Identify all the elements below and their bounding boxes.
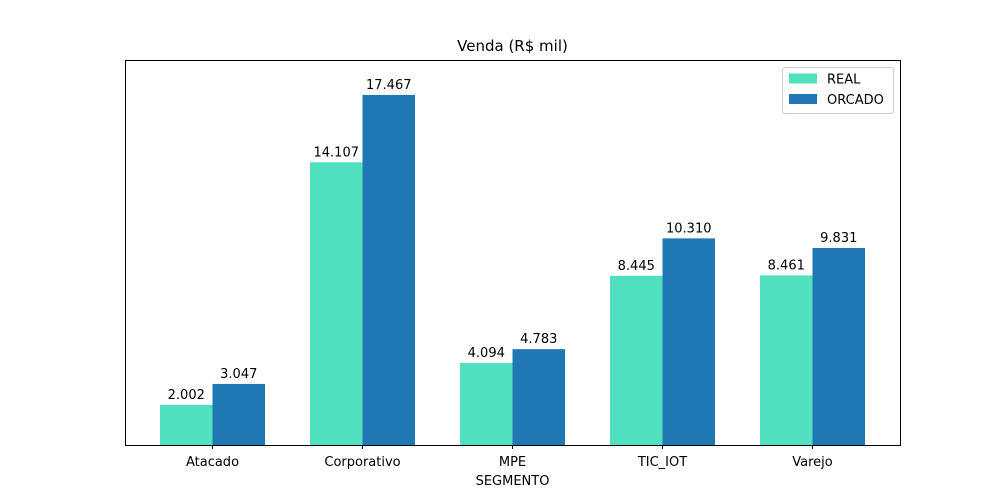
chart-title: Venda (R$ mil) (457, 37, 568, 55)
bar-orcado-corporativo (362, 94, 415, 445)
bars-group: 2.002 3.047 14.107 17.467 4.094 4.783 8.445 10.… (160, 78, 865, 445)
data-label-real-atacado: 2.002 (168, 388, 205, 403)
bar-orcado-atacado (212, 383, 265, 445)
data-label-orcado-corporativo: 17.467 (366, 78, 412, 93)
x-tick-label-corporativo: Corporativo (324, 455, 400, 470)
data-label-orcado-tic_iot: 10.310 (666, 221, 712, 236)
data-label-real-corporativo: 14.107 (314, 145, 360, 160)
bar-orcado-tic_iot (662, 238, 715, 445)
data-label-orcado-mpe: 4.783 (520, 332, 557, 347)
legend-swatch-orcado (789, 94, 817, 104)
x-axis-ticks: Atacado Corporativo MPE TIC_IOT Varejo (186, 445, 833, 470)
x-tick-label-tic_iot: TIC_IOT (637, 455, 687, 470)
x-tick-label-varejo: Varejo (792, 455, 833, 470)
data-label-orcado-varejo: 9.831 (820, 231, 857, 246)
bar-real-varejo (760, 275, 813, 445)
x-axis-label: SEGMENTO (476, 474, 550, 489)
bar-real-atacado (160, 404, 213, 445)
bar-real-tic_iot (610, 275, 663, 445)
bar-real-corporativo (310, 162, 363, 445)
data-label-real-tic_iot: 8.445 (618, 259, 655, 274)
bar-orcado-mpe (512, 349, 565, 445)
x-tick-label-mpe: MPE (499, 455, 526, 470)
x-tick-label-atacado: Atacado (186, 455, 239, 470)
legend-swatch-real (789, 73, 817, 84)
legend: REAL ORCADO (782, 67, 894, 114)
data-label-real-mpe: 4.094 (468, 346, 505, 361)
data-label-orcado-atacado: 3.047 (220, 367, 257, 382)
legend-label-real: REAL (827, 73, 861, 88)
bar-real-mpe (460, 362, 513, 445)
legend-label-orcado: ORCADO (827, 93, 884, 108)
data-label-real-varejo: 8.461 (768, 258, 805, 273)
bar-orcado-varejo (812, 247, 865, 445)
